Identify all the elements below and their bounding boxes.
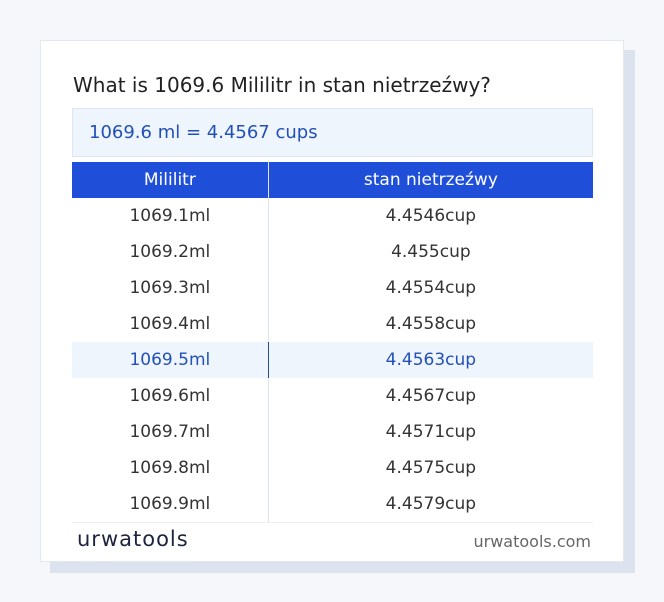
table-row: 1069.8ml 4.4575cup (72, 450, 593, 486)
column-header: stan nietrzeźwy (267, 162, 593, 198)
table-cell: 1069.3ml (129, 278, 211, 298)
table-cell: 4.4546cup (267, 198, 593, 234)
table-body: 1069.1ml 4.4546cup 1069.2ml 4.455cup 1069.3m… (72, 198, 593, 523)
table-cell: 4.4575cup (267, 450, 593, 486)
table-cell: 4.4558cup (267, 306, 593, 342)
table-cell: 1069.1ml (129, 206, 211, 226)
table-row: 1069.4ml 4.4558cup (72, 306, 593, 342)
table-cell: 1069.9ml (72, 486, 269, 523)
table-row: 1069.6ml 4.4567cup (72, 378, 593, 414)
site-link[interactable]: urwatools.com (473, 532, 592, 551)
result: 1069.6 ml = 4.4567 cups (72, 108, 593, 157)
table-cell: 1069.2ml (129, 242, 211, 262)
table-cell: 1069.5ml (72, 342, 269, 378)
table-cell: 1069.8ml (129, 458, 211, 478)
table-row: 1069.9ml 4.4579cup (72, 486, 593, 523)
table-cell: 4.4571cup (267, 414, 593, 450)
column-header: Mililitr (72, 162, 269, 198)
table-row: 1069.3ml 4.4554cup (72, 270, 593, 306)
converter-card: What is 1069.6 Mililitr in stan nietrzeź… (40, 40, 624, 562)
conversion-table: Mililitr stan nietrzeźwy 1069.1ml 4.4546cu… (72, 162, 593, 523)
table-row: 1069.7ml 4.4571cup (72, 414, 593, 450)
logo[interactable]: urwatools (77, 527, 189, 551)
table-cell: 1069.7ml (129, 422, 211, 442)
table-cell: 1069.4ml (129, 314, 211, 334)
title: What is 1069.6 Mililitr in stan nietrzeź… (73, 73, 491, 97)
table-cell: 4.455cup (267, 234, 593, 270)
table-cell: 4.4554cup (267, 270, 593, 306)
table-cell: 4.4563cup (267, 342, 593, 378)
table-cell: 4.4567cup (267, 378, 593, 414)
table-row: 1069.1ml 4.4546cup (72, 198, 593, 234)
table-cell: 1069.6ml (129, 386, 211, 406)
table-cell: 4.4579cup (267, 486, 593, 523)
header-row: Mililitr stan nietrzeźwy (72, 162, 593, 198)
table-row: 1069.2ml 4.455cup (72, 234, 593, 270)
table-row: 1069.5ml 4.4563cup (72, 342, 593, 378)
